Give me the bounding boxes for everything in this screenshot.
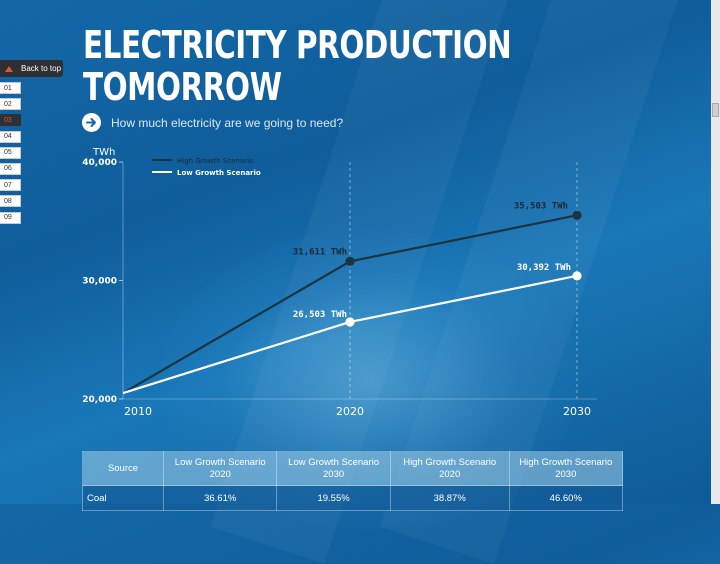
- table-header-cell: Source: [82, 451, 164, 486]
- data-point: [345, 256, 355, 267]
- scrollbar[interactable]: [711, 0, 720, 504]
- x-tick-label: 2010: [124, 405, 152, 418]
- table-header-cell: High Growth Scenario 2020: [389, 451, 510, 486]
- data-point: [572, 271, 582, 281]
- table-row: Coal 36.61% 19.55% 38.87% 46.60%: [82, 485, 624, 511]
- y-tick-label: 40,000: [82, 158, 117, 168]
- page-title: ELECTRICITY PRODUCTION TOMORROW: [83, 23, 512, 109]
- arrow-up-icon: [5, 65, 13, 72]
- page-subtitle: How much electricity are we going to nee…: [111, 115, 344, 130]
- table-value-cell: 19.55%: [276, 485, 391, 511]
- table-header-text: High Growth Scenario: [519, 456, 613, 468]
- table-value-cell: 46.60%: [508, 485, 624, 511]
- back-to-top-label: Back to top: [21, 64, 62, 73]
- table-header-text: 2030: [555, 468, 577, 480]
- data-point: [572, 210, 582, 220]
- table-header-text: Low Growth Scenario: [288, 456, 379, 468]
- data-label: 30,392 TWh: [517, 263, 571, 273]
- subtitle-row: How much electricity are we going to nee…: [82, 113, 343, 132]
- table-header-text: 2020: [209, 468, 231, 480]
- back-to-top-button[interactable]: Back to top: [0, 60, 63, 77]
- table-header-text: Low Growth Scenario: [174, 456, 266, 468]
- arrow-right-icon[interactable]: [82, 113, 101, 132]
- table-header-text: Source: [107, 462, 139, 474]
- y-tick-label: 30,000: [82, 277, 117, 287]
- data-label: 31,611 TWh: [293, 247, 347, 257]
- data-label: 26,503 TWh: [293, 310, 347, 320]
- section-nav: 01 02 03 04 05 06 07 08 09: [0, 82, 21, 228]
- table-header-text: 2030: [323, 468, 345, 480]
- table-value-cell: 38.87%: [389, 485, 510, 511]
- nav-item-06[interactable]: 06: [0, 162, 21, 175]
- scrollbar-thumb[interactable]: [712, 103, 719, 117]
- data-point: [345, 317, 355, 327]
- table-value-cell: 36.61%: [162, 485, 278, 511]
- nav-item-09[interactable]: 09: [0, 211, 21, 224]
- table-header-text: 2020: [439, 468, 461, 480]
- table-header-cell: High Growth Scenario 2030: [508, 451, 624, 486]
- y-tick-label: 20,000: [82, 395, 117, 405]
- legend-label: High Growth Scenario: [177, 157, 253, 165]
- page-title-line1: ELECTRICITY PRODUCTION: [83, 23, 512, 67]
- page-title-line2: TOMORROW: [83, 65, 282, 109]
- table-header-text: High Growth Scenario: [403, 456, 497, 468]
- table-source-cell: Coal: [82, 485, 164, 511]
- table-header-row: Source Low Growth Scenario 2020 Low Growth …: [82, 451, 624, 486]
- nav-item-03[interactable]: 03: [0, 114, 21, 127]
- y-axis-label: TWh: [92, 147, 115, 158]
- nav-item-04[interactable]: 04: [0, 130, 21, 143]
- series-line: [122, 274, 578, 395]
- nav-item-02[interactable]: 02: [0, 98, 21, 111]
- table-header-cell: Low Growth Scenario 2020: [162, 451, 278, 486]
- table-header-cell: Low Growth Scenario 2030: [276, 451, 391, 486]
- legend-label: Low Growth Scenario: [177, 169, 261, 177]
- data-label: 35,503 TWh: [514, 201, 568, 211]
- nav-item-01[interactable]: 01: [0, 82, 21, 94]
- data-table: Source Low Growth Scenario 2020 Low Growth …: [82, 451, 624, 511]
- nav-item-07[interactable]: 07: [0, 179, 21, 192]
- x-tick-label: 2020: [336, 405, 364, 418]
- nav-item-05[interactable]: 05: [0, 146, 21, 159]
- nav-item-08[interactable]: 08: [0, 195, 21, 208]
- x-tick-label: 2030: [563, 405, 591, 418]
